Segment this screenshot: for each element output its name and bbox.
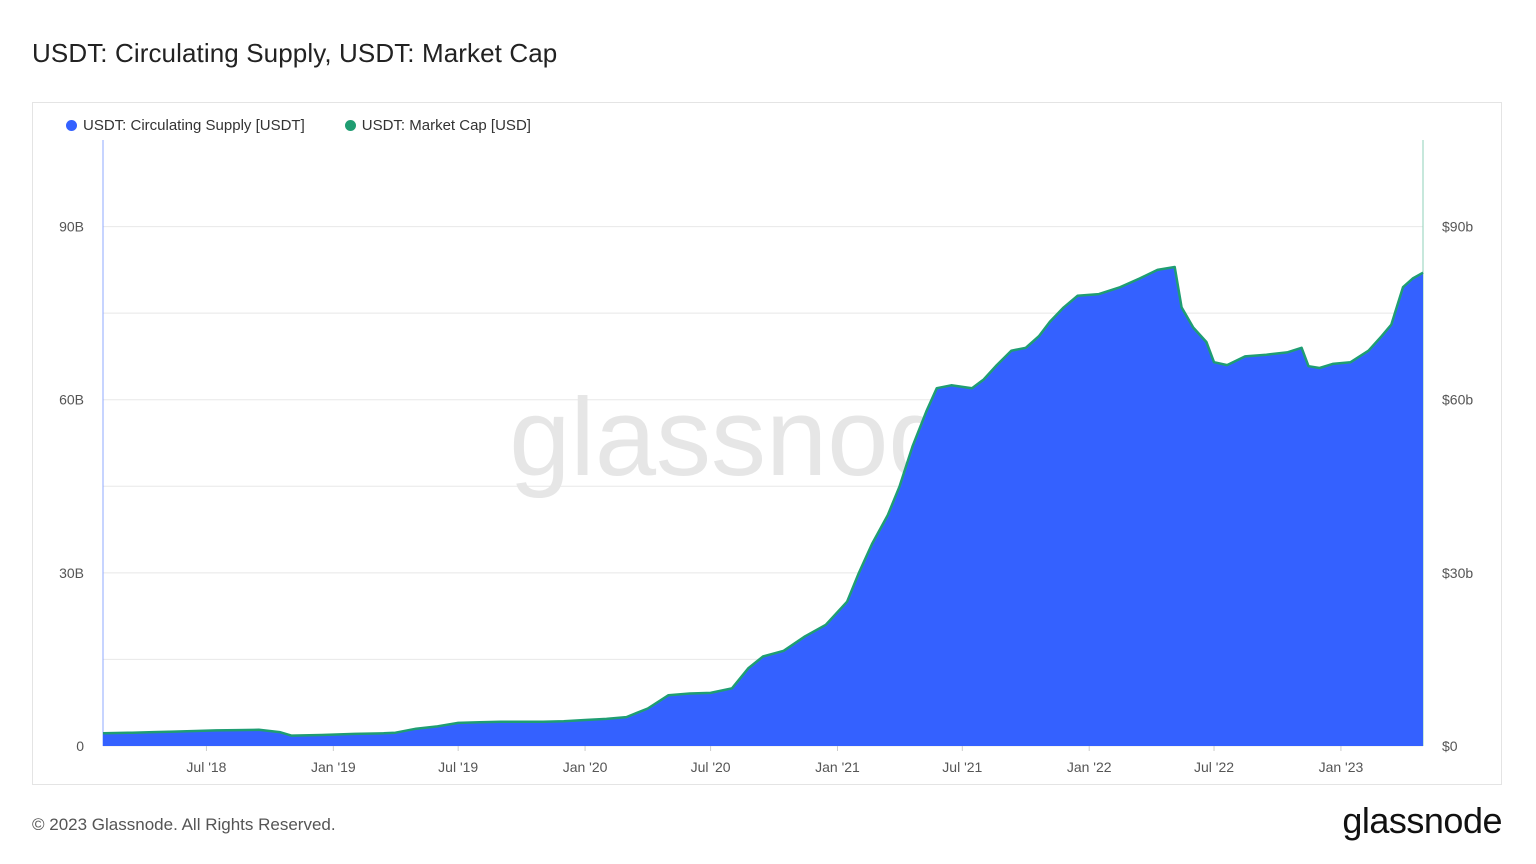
legend-dot-market-cap bbox=[344, 120, 356, 131]
x-tick-label: Jul '20 bbox=[691, 759, 731, 775]
y-right-tick-label: $60b bbox=[1442, 392, 1473, 408]
y-right-tick-label: $90b bbox=[1442, 219, 1473, 235]
copyright-text: © 2023 Glassnode. All Rights Reserved. bbox=[32, 815, 336, 834]
y-left-tick-label: 60B bbox=[59, 392, 84, 408]
legend-label-supply: USDT: Circulating Supply [USDT] bbox=[83, 117, 305, 134]
axes-layer: 0 30B 60B 90B $0 $30b $60b $90b Jul '18 Jan '19 Ju… bbox=[59, 219, 1473, 775]
chart-title: USDT: Circulating Supply, USDT: Market C… bbox=[32, 38, 558, 68]
x-tick-label: Jan '23 bbox=[1319, 759, 1364, 775]
x-tick-label: Jul '19 bbox=[438, 759, 478, 775]
legend-label-market-cap: USDT: Market Cap [USD] bbox=[361, 117, 531, 134]
brand-logo[interactable]: glassnode bbox=[1342, 800, 1502, 841]
supply-area bbox=[103, 267, 1423, 746]
y-left-tick-label: 30B bbox=[59, 565, 84, 581]
series-layer bbox=[102, 265, 1424, 746]
x-tick-label: Jul '22 bbox=[1194, 759, 1234, 775]
x-tick-label: Jan '21 bbox=[815, 759, 860, 775]
y-left-tick-label: 0 bbox=[76, 738, 84, 754]
x-tick-label: Jan '22 bbox=[1067, 759, 1112, 775]
market-cap-line bbox=[102, 265, 1424, 737]
legend-item-market-cap[interactable]: USDT: Market Cap [USD] bbox=[344, 117, 531, 134]
legend-item-supply[interactable]: USDT: Circulating Supply [USDT] bbox=[66, 117, 305, 134]
y-right-tick-label: $30b bbox=[1442, 565, 1473, 581]
chart-legend: USDT: Circulating Supply [USDT] USDT: Ma… bbox=[66, 117, 531, 134]
legend-dot-supply bbox=[66, 120, 77, 131]
y-right-tick-label: $0 bbox=[1442, 738, 1458, 754]
x-tick-label: Jul '18 bbox=[186, 759, 226, 775]
x-tick-label: Jan '20 bbox=[563, 759, 608, 775]
x-tick-label: Jul '21 bbox=[942, 759, 982, 775]
x-tick-label: Jan '19 bbox=[311, 759, 356, 775]
y-left-tick-label: 90B bbox=[59, 219, 84, 235]
